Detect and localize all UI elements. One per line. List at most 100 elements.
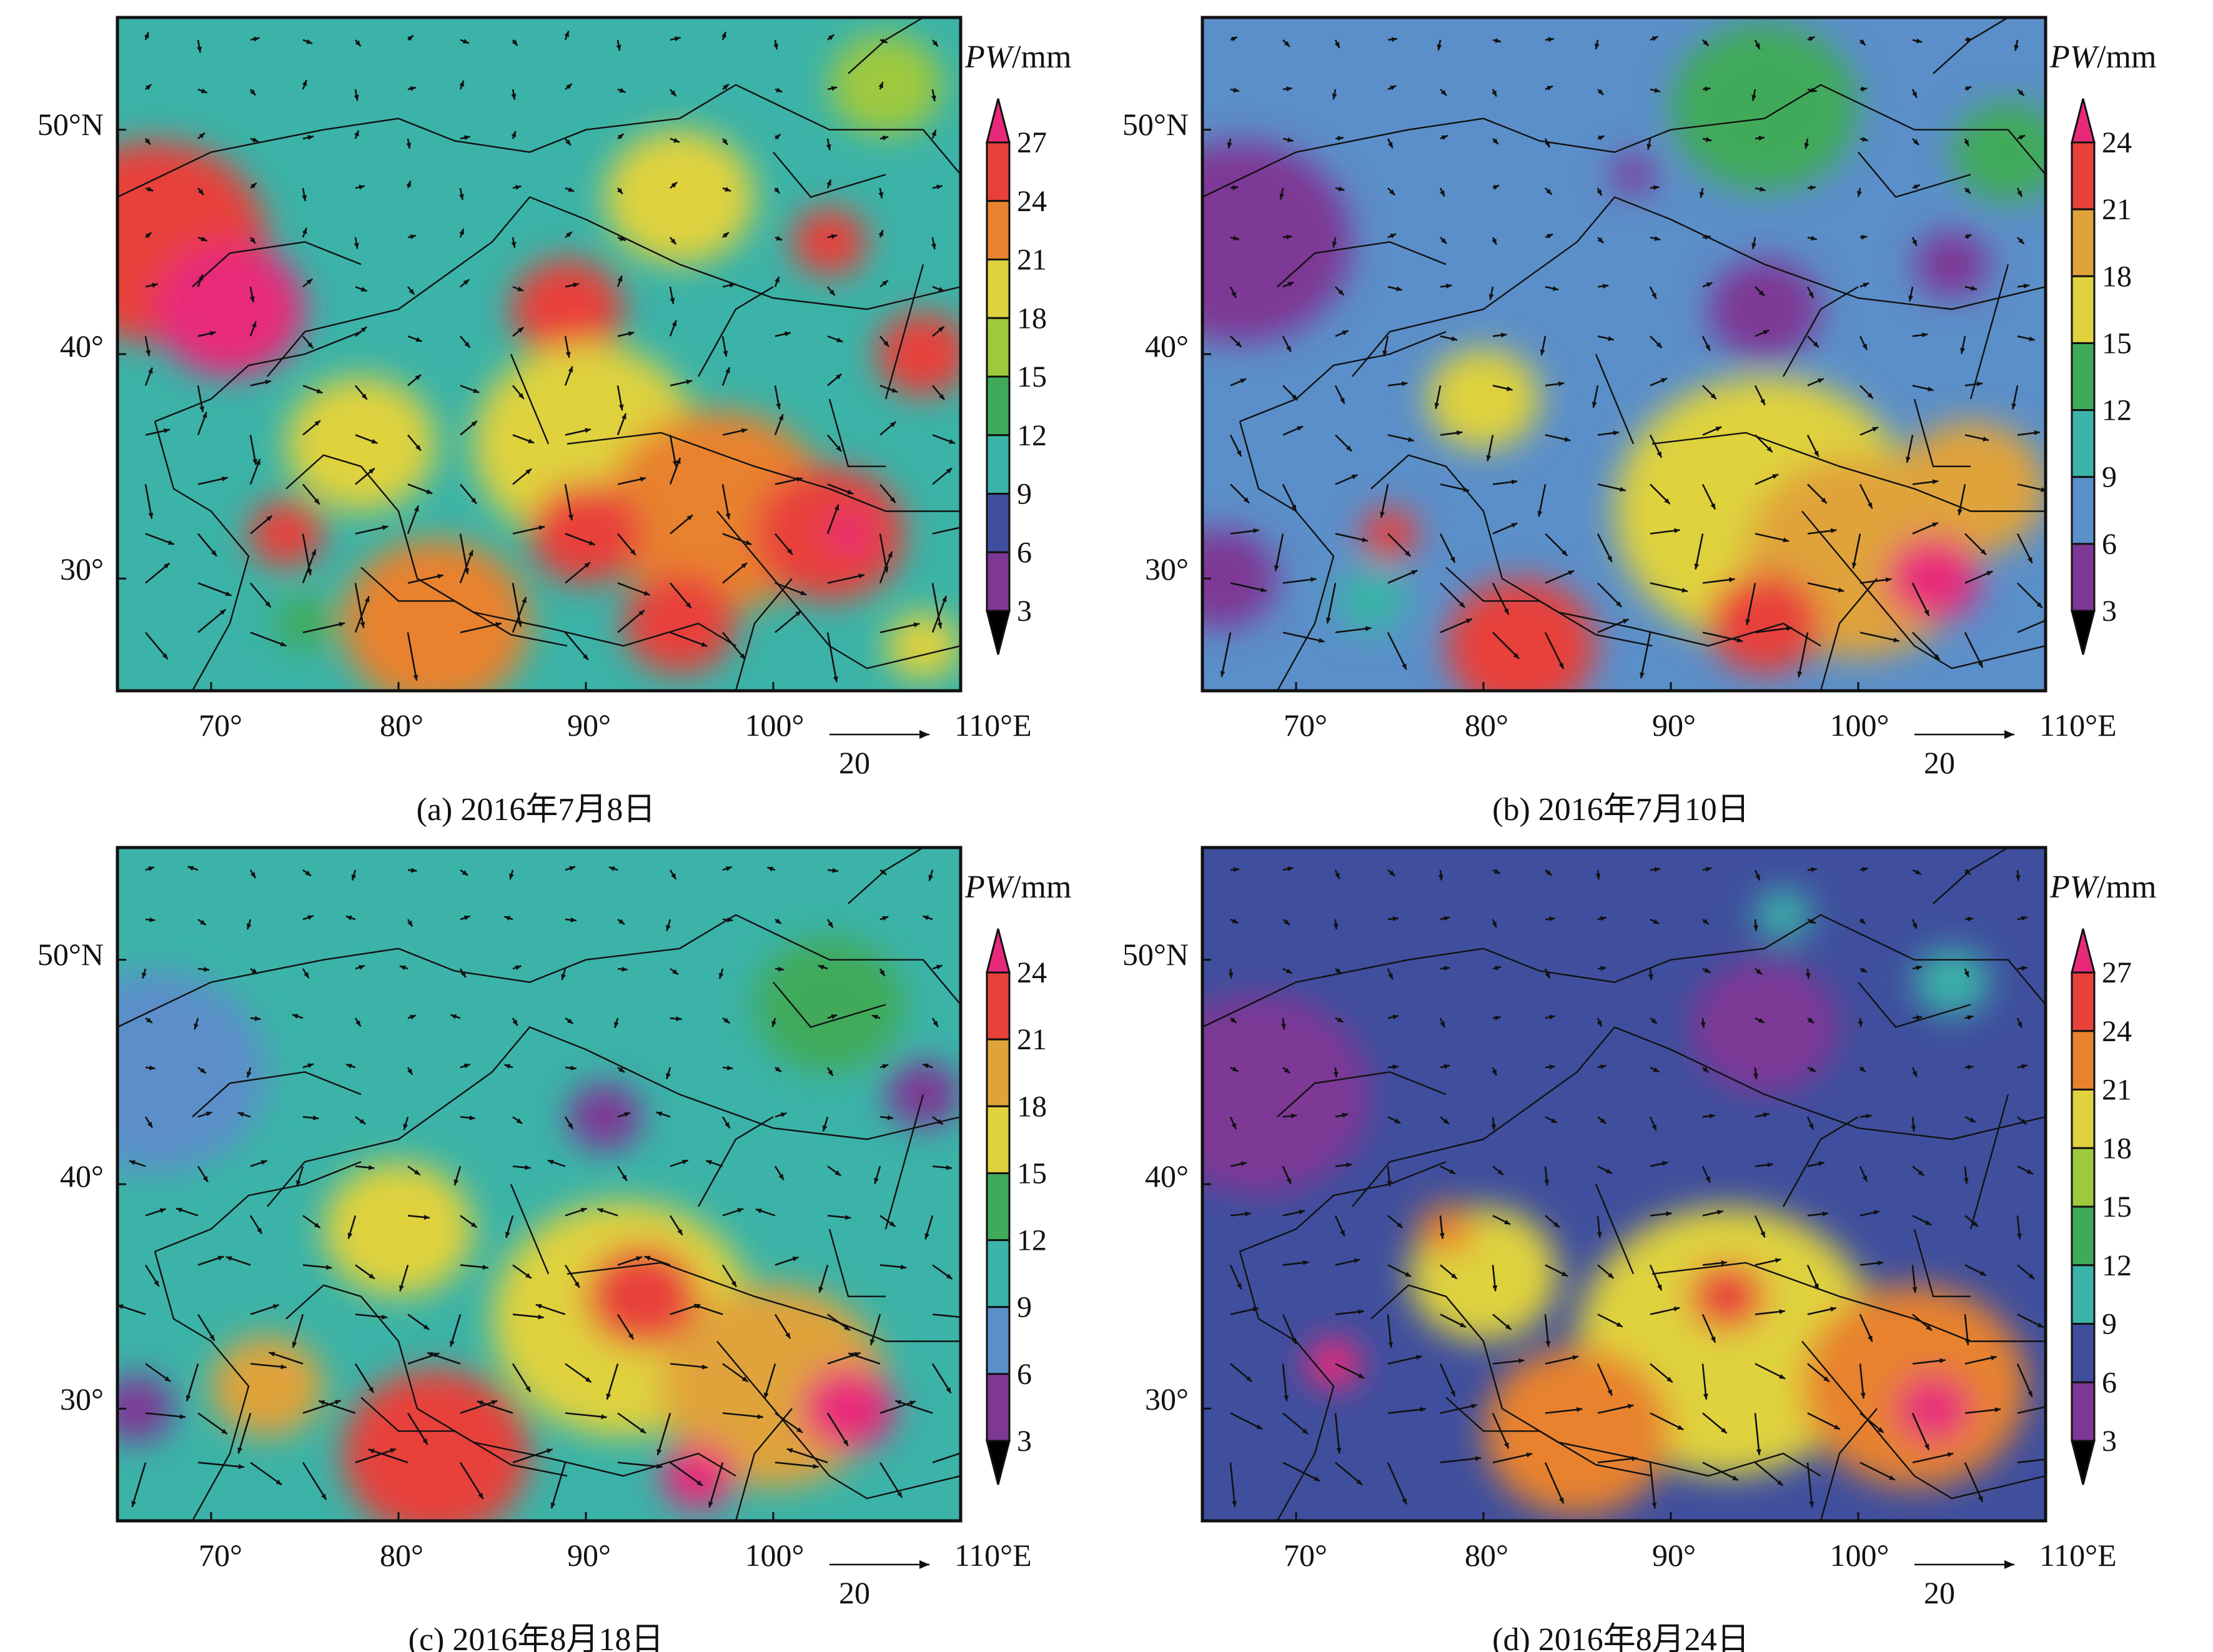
wind-arrowhead xyxy=(723,232,729,238)
wind-arrowhead xyxy=(946,1165,952,1170)
wind-arrowhead xyxy=(211,550,217,556)
wind-arrowhead xyxy=(1493,869,1500,874)
wind-arrowhead xyxy=(1491,1124,1497,1130)
lat-label-40: 40° xyxy=(1145,1159,1189,1194)
wind-arrowhead xyxy=(199,406,205,412)
wind-arrowhead xyxy=(1786,626,1793,631)
wind-arrow xyxy=(460,622,502,633)
wind-arrowhead xyxy=(1475,1456,1482,1462)
wind-arrowhead xyxy=(512,39,518,46)
wind-arrowhead xyxy=(422,1438,428,1445)
wind-arrow xyxy=(1492,1412,1510,1449)
wind-arrowhead xyxy=(1705,86,1711,92)
border-line xyxy=(848,848,924,904)
wind-arrowhead xyxy=(2015,875,2021,881)
wind-arrowhead xyxy=(1758,136,1765,141)
wind-arrowhead xyxy=(260,1160,267,1165)
wind-arrow xyxy=(1702,631,1743,643)
wind-arrowhead xyxy=(1356,1479,1363,1485)
wind-arrowhead xyxy=(1830,1307,1836,1312)
wind-arrowhead xyxy=(741,428,748,433)
colorbar-segment xyxy=(986,1038,1011,1107)
wind-arrowhead xyxy=(2017,1022,2022,1028)
wind-arrowhead xyxy=(1443,966,1450,971)
wind-arrowhead xyxy=(250,872,255,878)
wind-arrowhead xyxy=(2023,284,2030,289)
wind-arrowhead xyxy=(1333,923,1339,930)
wind-arrowhead xyxy=(909,1400,916,1406)
border-line xyxy=(1801,510,2046,670)
wind-arrowhead xyxy=(1656,451,1662,458)
wind-arrow xyxy=(1807,582,1844,592)
lat-label-40: 40° xyxy=(60,1159,104,1194)
wind-arrowhead xyxy=(1702,1067,1709,1072)
wind-arrowhead xyxy=(677,1229,683,1235)
wind-arrowhead xyxy=(1674,528,1680,533)
colorbar-a: PW/mm 27 24 21 18 15 12 9 6 3 xyxy=(964,39,1071,655)
colorbar-b: PW/mm 24 21 18 15 12 9 6 3 xyxy=(2049,39,2156,655)
wind-arrowhead xyxy=(381,1314,388,1320)
wind-arrow xyxy=(1640,632,1651,679)
colorbar-label: 18 xyxy=(2102,260,2132,293)
wind-arrowhead xyxy=(1392,916,1399,922)
wind-arrowhead xyxy=(415,337,422,342)
colorbar-segment xyxy=(986,1105,1011,1174)
wind-arrowhead xyxy=(573,282,579,288)
wind-arrowhead xyxy=(1597,189,1602,196)
wind-arrowhead xyxy=(1397,1222,1403,1228)
wind-arrowhead xyxy=(928,874,934,881)
wind-arrowhead xyxy=(1389,870,1395,876)
wind-arrowhead xyxy=(266,515,272,522)
wind-arrow xyxy=(250,631,287,647)
wind-arrowhead xyxy=(1721,1260,1727,1265)
border-line xyxy=(1651,432,2046,512)
border-line xyxy=(154,421,250,691)
wind-arrowhead xyxy=(1889,1475,1895,1480)
wind-arrowhead xyxy=(403,1124,408,1130)
pw-region xyxy=(886,612,961,680)
wind-arrow xyxy=(895,1400,933,1414)
wind-arrowhead xyxy=(881,38,888,43)
wind-arrowhead xyxy=(1471,1403,1477,1409)
pw-field xyxy=(1202,848,2046,1521)
wind-arrowhead xyxy=(1287,866,1294,872)
wind-arrowhead xyxy=(834,504,839,511)
border-line xyxy=(697,1116,774,1207)
colorbar-segment xyxy=(2071,275,2096,344)
wind-arrowhead xyxy=(390,1448,397,1453)
wind-arrow xyxy=(775,1412,803,1433)
wind-arrowhead xyxy=(968,1448,974,1453)
wind-arrowhead xyxy=(588,540,595,545)
wind-arrowhead xyxy=(874,1177,879,1184)
wind-arrow xyxy=(2016,1363,2033,1398)
wind-arrowhead xyxy=(1233,87,1239,92)
wind-arrowhead xyxy=(740,653,745,660)
wind-arrowhead xyxy=(726,917,733,922)
wind-arrowhead xyxy=(1814,1283,1819,1290)
wind-arrowhead xyxy=(1342,1112,1349,1118)
wind-arrowhead xyxy=(347,1232,353,1239)
wind-arrow xyxy=(1440,1457,1482,1463)
wind-arrowhead xyxy=(167,540,174,545)
wind-arrowhead xyxy=(463,279,470,285)
colorbar-segment xyxy=(2071,1205,2096,1267)
wind-arrowhead xyxy=(311,549,316,556)
wind-arrowhead xyxy=(1549,916,1555,922)
wind-arrow xyxy=(1755,1462,1784,1486)
colorbar-bottom-triangle xyxy=(986,610,1011,655)
wind-arrowhead xyxy=(1351,475,1358,480)
wind-arrowhead xyxy=(1830,528,1837,533)
wind-arrow xyxy=(269,1352,304,1365)
colorbar-segment xyxy=(986,1239,1011,1308)
wind-arrowhead xyxy=(1934,653,1940,660)
wind-arrowhead xyxy=(900,1264,907,1270)
wind-arrowhead xyxy=(1702,919,1709,924)
wind-arrowhead xyxy=(511,242,517,248)
wind-arrowhead xyxy=(1231,1123,1236,1129)
wind-arrowhead xyxy=(676,1016,682,1021)
wind-arrowhead xyxy=(1925,1220,1931,1225)
wind-arrowhead xyxy=(1751,94,1756,101)
wind-arrowhead xyxy=(601,1414,607,1420)
wind-arrowhead xyxy=(1256,1424,1263,1430)
wind-arrowhead xyxy=(1878,1260,1884,1266)
